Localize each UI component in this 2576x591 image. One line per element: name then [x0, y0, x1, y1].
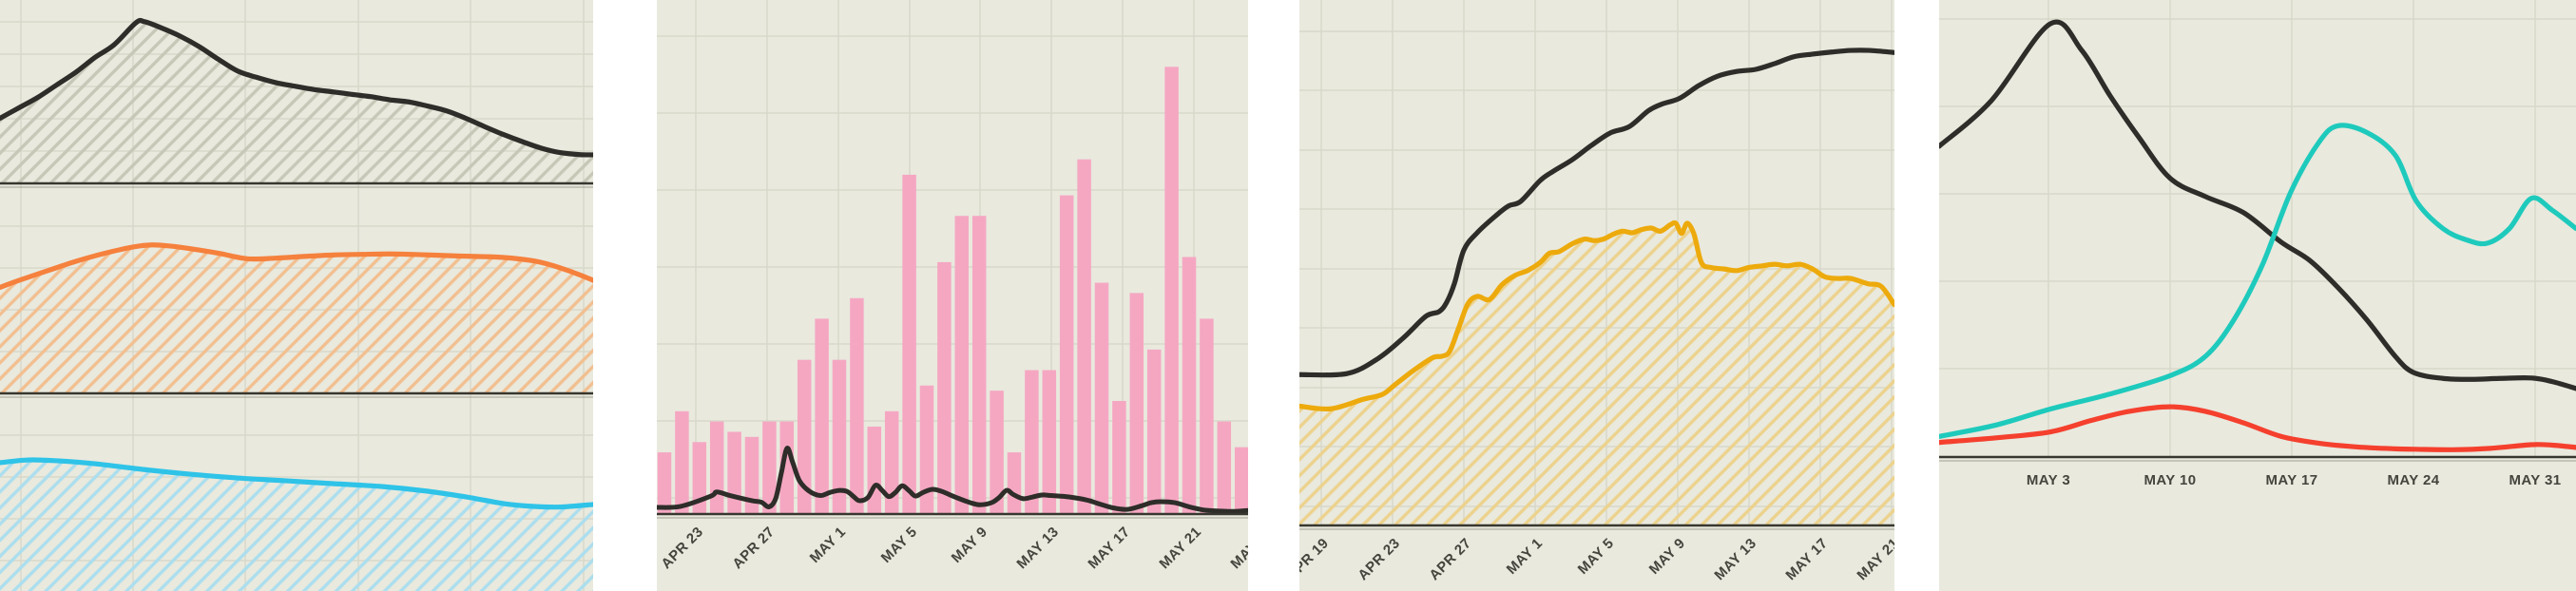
- cumulative-line-over-hatched-area-svg: [1299, 0, 1894, 530]
- bar: [937, 261, 952, 514]
- cyan-area-fill: [0, 459, 593, 591]
- x-axis-label: MAY 10: [2143, 472, 2197, 488]
- x-axis-label: MAY 31: [2509, 472, 2562, 488]
- bar: [1112, 400, 1126, 514]
- bar: [1025, 370, 1039, 514]
- bar: [1200, 318, 1214, 514]
- bar: [1164, 67, 1179, 514]
- bar: [779, 421, 795, 514]
- black-line: [657, 446, 1248, 514]
- bar: [1146, 349, 1162, 514]
- bar: [919, 385, 934, 514]
- bar: [902, 174, 916, 514]
- bar: [675, 410, 689, 514]
- bar: [797, 359, 812, 514]
- three-smooth-lines-svg: [1939, 0, 2576, 462]
- bar: [971, 216, 987, 514]
- bar: [850, 297, 864, 514]
- gold-area: [1299, 219, 1894, 412]
- panel-stacked-area-charts[interactable]: [0, 0, 593, 591]
- x-axis-label: MAY 24: [2387, 472, 2440, 488]
- bar: [815, 318, 829, 514]
- red-line: [1939, 404, 2576, 452]
- bar: [709, 421, 724, 514]
- orange-area-fill: [0, 244, 593, 393]
- black-line: [1939, 19, 2576, 391]
- daily-bars-with-line-svg: [657, 0, 1248, 519]
- bar: [832, 359, 847, 514]
- bar: [990, 391, 1004, 514]
- bar: [657, 452, 672, 514]
- bar: [744, 436, 759, 514]
- bar: [884, 410, 899, 514]
- bar: [1234, 447, 1248, 514]
- bar: [762, 421, 777, 514]
- x-axis-label: MAY 17: [2265, 472, 2318, 488]
- black-area-fill: [0, 20, 593, 184]
- panel-three-line-chart[interactable]: MAY 3 MAY 10 MAY 17 MAY 24 MAY 31: [1939, 0, 2576, 591]
- teal-line: [1939, 123, 2576, 439]
- panel-daily-bar-chart[interactable]: APR 23 APR 27 MAY 1 MAY 5 MAY 9 MAY 13 MAY 17 M…: [657, 0, 1248, 591]
- orange-area: [0, 242, 593, 290]
- black-line: [1299, 48, 1894, 378]
- stacked-area-small-multiples-svg: [0, 0, 593, 591]
- cyan-area: [0, 457, 593, 510]
- bar: [692, 442, 707, 514]
- bar: [1059, 195, 1074, 514]
- black-area: [0, 17, 593, 158]
- bar: [867, 427, 882, 514]
- bar: [1077, 159, 1091, 514]
- bar: [1217, 421, 1232, 514]
- panel-cumulative-area-chart[interactable]: APR 19 APR 23 APR 27 MAY 1 MAY 5 MAY 9 MAY 13 M…: [1299, 0, 1894, 591]
- bar: [1182, 257, 1197, 514]
- bar: [1007, 452, 1022, 514]
- bar: [1042, 370, 1057, 514]
- bar: [727, 431, 741, 514]
- bar: [1129, 293, 1144, 514]
- bar: [1094, 282, 1109, 514]
- bar: [954, 216, 970, 514]
- x-axis-label: MAY 3: [2026, 472, 2071, 488]
- gold-area-fill: [1299, 222, 1894, 525]
